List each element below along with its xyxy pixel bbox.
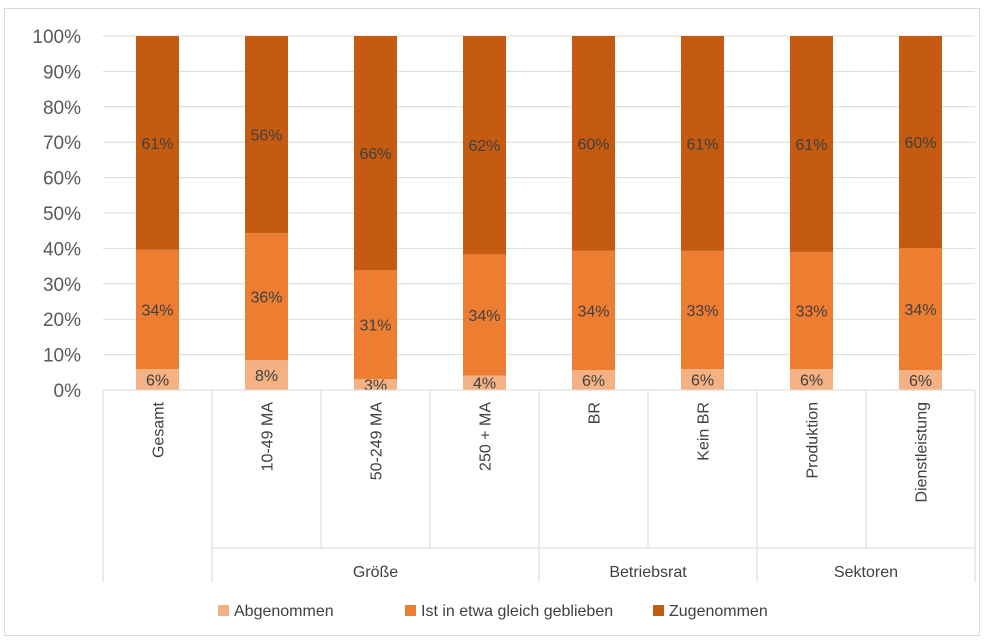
bar-segment-1-6	[790, 251, 833, 370]
y-tick-label-80: 80%	[43, 98, 81, 119]
group-label-1: Größe	[353, 564, 398, 581]
bar-segment-2-7	[899, 36, 942, 249]
bar-segment-2-3	[463, 36, 506, 255]
bar-segment-1-4	[572, 250, 615, 371]
bar-segment-2-1	[245, 36, 288, 234]
bar-segment-1-1	[245, 233, 288, 361]
y-tick-label-100: 100%	[32, 27, 81, 48]
legend-label-0: Abgenommen	[234, 603, 334, 620]
legend-swatch-1	[405, 605, 416, 616]
data-label-0-6: 6%	[800, 373, 823, 390]
data-label-1-3: 34%	[468, 308, 500, 325]
category-label-2: 50-249 MA	[369, 402, 386, 481]
data-label-1-2: 31%	[359, 318, 391, 335]
data-label-2-4: 60%	[577, 136, 609, 153]
data-label-0-1: 8%	[255, 368, 278, 385]
bar-segment-2-4	[572, 36, 615, 251]
y-tick-label-70: 70%	[43, 133, 81, 154]
data-label-2-2: 66%	[359, 146, 391, 163]
bar-segment-0-2	[354, 379, 397, 390]
y-axis: 0% 10% 20% 30% 40% 50% 60% 70% 80% 90% 100%	[32, 27, 81, 402]
bar-segment-0-4	[572, 370, 615, 390]
category-label-3: 250 + MA	[478, 402, 495, 471]
group-label-3: Sektoren	[834, 564, 898, 581]
bar-segment-1-3	[463, 254, 506, 376]
category-label-7: Dienstleistung	[914, 402, 931, 503]
data-label-0-0: 6%	[146, 373, 169, 390]
y-tick-label-10: 10%	[43, 346, 81, 367]
group-label-2: Betriebsrat	[609, 564, 687, 581]
bar-segment-1-7	[899, 248, 942, 371]
data-label-1-7: 34%	[904, 302, 936, 319]
data-label-2-6: 61%	[795, 137, 827, 154]
data-label-1-6: 33%	[795, 304, 827, 321]
bars	[136, 36, 942, 390]
y-tick-label-50: 50%	[43, 204, 81, 225]
legend-label-2: Zugenommen	[669, 603, 768, 620]
data-label-2-1: 56%	[250, 128, 282, 145]
category-label-5: Kein BR	[696, 402, 713, 461]
bar-segment-2-2	[354, 36, 397, 271]
bar-segment-2-5	[681, 36, 724, 251]
y-tick-label-30: 30%	[43, 275, 81, 296]
bar-segment-1-5	[681, 250, 724, 370]
bar-segment-0-6	[790, 369, 833, 390]
category-label-6: Produktion	[805, 402, 822, 479]
bar-segment-0-3	[463, 375, 506, 390]
bar-segment-0-5	[681, 369, 724, 390]
y-tick-label-40: 40%	[43, 239, 81, 260]
category-label-4: BR	[587, 402, 604, 424]
bar-segment-0-1	[245, 360, 288, 390]
bar-segment-2-6	[790, 36, 833, 252]
data-label-1-0: 34%	[141, 302, 173, 319]
y-tick-label-0: 0%	[54, 381, 82, 402]
bar-segment-1-2	[354, 270, 397, 380]
legend: Abgenommen Ist in etwa gleich geblieben Zu…	[218, 603, 768, 620]
data-label-0-2: 3%	[364, 378, 387, 395]
bar-segment-0-0	[136, 369, 179, 390]
data-label-2-7: 60%	[904, 135, 936, 152]
legend-swatch-0	[218, 605, 229, 616]
data-label-0-4: 6%	[582, 373, 605, 390]
data-label-1-5: 33%	[686, 303, 718, 320]
y-tick-label-20: 20%	[43, 310, 81, 331]
data-label-0-3: 4%	[473, 376, 496, 393]
data-label-1-1: 36%	[250, 290, 282, 307]
bar-segment-0-7	[899, 370, 942, 390]
data-labels: 6% 34% 61% 8% 36% 56% 3% 31% 66% 4% 34% 62% 6% 34% 60%…	[141, 128, 936, 395]
data-label-0-5: 6%	[691, 373, 714, 390]
legend-swatch-2	[653, 605, 664, 616]
data-label-1-4: 34%	[577, 303, 609, 320]
data-label-0-7: 6%	[909, 373, 932, 390]
gridlines	[103, 35, 975, 391]
data-label-2-0: 61%	[141, 136, 173, 153]
y-tick-label-60: 60%	[43, 169, 81, 190]
bar-segment-1-0	[136, 249, 179, 370]
y-tick-label-90: 90%	[43, 62, 81, 83]
category-label-0: Gesamt	[151, 401, 168, 458]
legend-label-1: Ist in etwa gleich geblieben	[421, 603, 613, 620]
category-label-1: 10-49 MA	[260, 402, 277, 472]
data-label-2-5: 61%	[686, 136, 718, 153]
bar-segment-2-0	[136, 36, 179, 250]
data-label-2-3: 62%	[468, 138, 500, 155]
x-axis: Größe Betriebsrat Sektoren Gesamt 10-49 MA 50…	[102, 389, 976, 582]
